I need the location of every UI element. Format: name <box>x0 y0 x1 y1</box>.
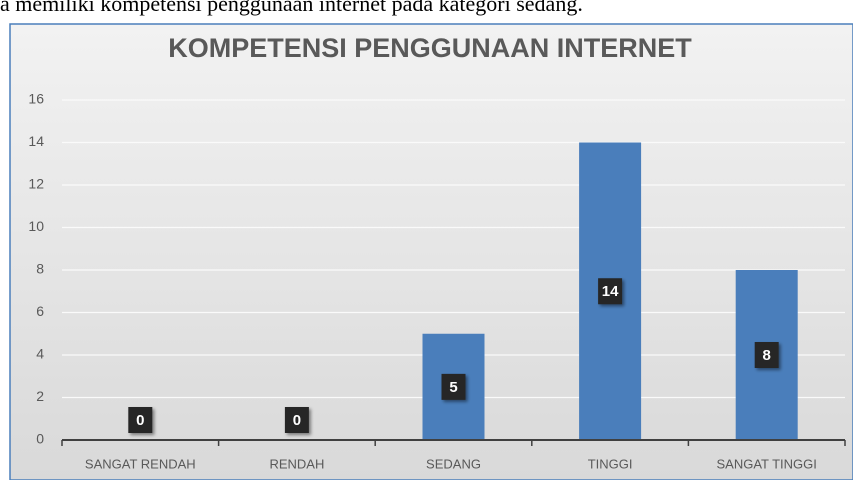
data-label: 0 <box>293 412 301 429</box>
data-label-box <box>441 373 466 400</box>
data-label-box <box>284 407 309 433</box>
data-label: 0 <box>136 412 144 429</box>
y-tick-label: 4 <box>36 346 44 362</box>
y-tick-label: 16 <box>28 91 44 107</box>
data-label: 14 <box>602 283 619 300</box>
y-tick-label: 12 <box>28 176 44 192</box>
y-tick-label: 6 <box>36 303 44 319</box>
data-label-group: 0 <box>128 407 153 433</box>
caption: a memiliki kompetensi penggunaan interne… <box>0 0 583 16</box>
data-label-group: 0 <box>284 407 309 433</box>
data-label-box <box>754 342 779 368</box>
x-tick-label: SANGAT RENDAH <box>85 456 196 471</box>
x-tick-label: RENDAH <box>269 456 324 471</box>
x-tick-label: TINGGI <box>588 456 633 471</box>
data-label-group: 8 <box>754 342 779 368</box>
y-tick-label: 10 <box>28 218 44 234</box>
data-label: 8 <box>763 347 771 364</box>
data-label-group: 5 <box>441 373 466 400</box>
chart-title: KOMPETENSI PENGGUNAAN INTERNET <box>168 33 692 63</box>
data-label-box <box>128 407 153 433</box>
y-tick-label: 14 <box>28 133 44 149</box>
y-tick-label: 2 <box>36 388 44 404</box>
x-tick-label: SEDANG <box>426 456 481 471</box>
data-label: 5 <box>449 379 457 396</box>
x-tick-label: SANGAT TINGGI <box>716 456 816 471</box>
y-tick-label: 0 <box>36 431 44 447</box>
data-label-group: 14 <box>598 278 623 305</box>
data-label-box <box>598 278 623 305</box>
y-tick-label: 8 <box>36 261 44 277</box>
